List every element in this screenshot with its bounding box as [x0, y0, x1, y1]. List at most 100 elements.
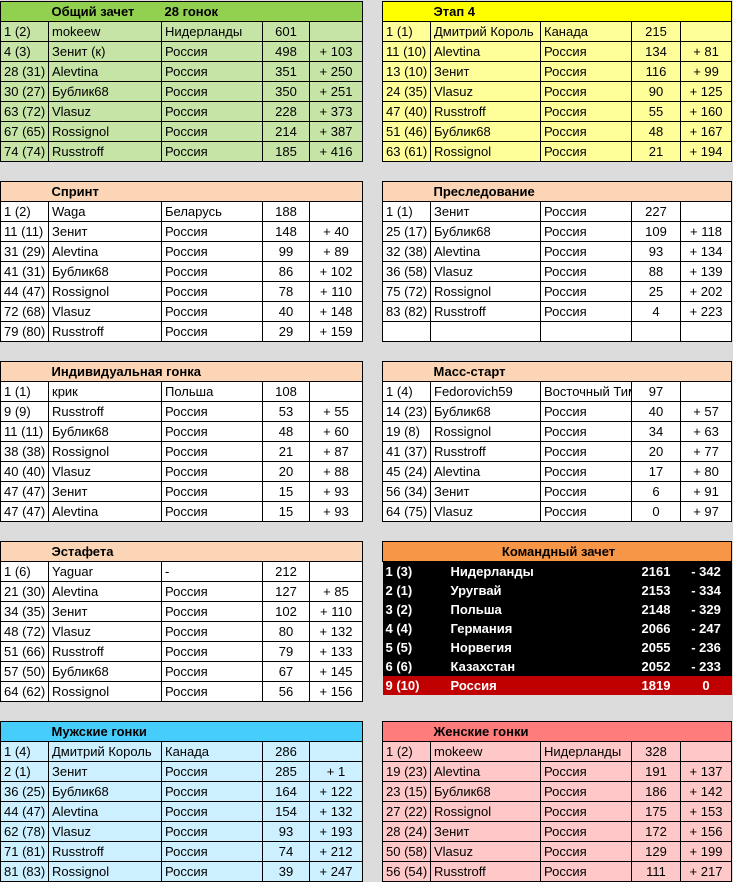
- cell-place: 4 (3): [0, 41, 49, 62]
- cell-points: 74: [262, 841, 310, 862]
- cell-country: [540, 581, 632, 600]
- cell-gap: + 93: [309, 481, 363, 502]
- cell-country: Россия: [161, 421, 263, 442]
- cell-gap: + 55: [309, 401, 363, 422]
- cell-gap: + 89: [308, 241, 364, 262]
- cell-name: Rossignol: [430, 141, 541, 162]
- cell-gap: + 194: [679, 141, 733, 162]
- cell-name: Rossignol: [48, 861, 162, 882]
- cell-country: Россия: [540, 801, 632, 822]
- cell-points: 88: [631, 261, 681, 282]
- cell-gap: + 1: [309, 761, 363, 782]
- cell-gap: + 40: [308, 221, 364, 242]
- cell-country: Россия: [161, 461, 263, 482]
- cell-country: Россия: [161, 301, 263, 322]
- table-men: Мужские гонки 1 (4) Дмитрий Король Канада 28…: [0, 721, 363, 882]
- table-row: [382, 321, 733, 342]
- cell-points: 21: [262, 441, 310, 462]
- table-row: 34 (35) Зенит Россия 102 + 110: [0, 601, 363, 622]
- cell-country: Россия: [540, 121, 632, 142]
- table-row: 75 (72) Rossignol Россия 25 + 202: [382, 281, 733, 302]
- cell-place: 23 (15): [382, 781, 431, 802]
- cell-name: Rossignol: [430, 281, 541, 302]
- header-spacer: [382, 721, 431, 742]
- cell-place: 27 (22): [382, 801, 431, 822]
- cell-place: 21 (30): [0, 581, 49, 602]
- cell-name: Vlasuz: [48, 461, 162, 482]
- cell-name: Vlasuz: [430, 81, 541, 102]
- table-row: 31 (29) Alevtina Россия 99 + 89: [0, 241, 364, 262]
- table-subtitle: 28 гонок: [161, 1, 263, 22]
- cell-name: Russtroff: [48, 401, 162, 422]
- cell-place: 4 (4): [382, 619, 431, 638]
- cell-place: 51 (46): [382, 121, 431, 142]
- cell-gap: + 416: [309, 141, 363, 162]
- cell-country: Россия: [161, 781, 263, 802]
- cell-gap: + 133: [309, 641, 363, 662]
- cell-gap: - 247: [680, 619, 732, 638]
- cell-gap: + 125: [679, 81, 733, 102]
- header-spacer: [0, 541, 49, 562]
- table-row: 23 (15) Бублик68 Россия 186 + 142: [382, 781, 732, 802]
- cell-gap: + 87: [309, 441, 363, 462]
- cell-name: Зенит: [430, 201, 541, 222]
- cell-place: 36 (25): [0, 781, 49, 802]
- cell-points: 40: [631, 401, 681, 422]
- cell-points: 175: [631, 801, 681, 822]
- cell-country: Россия: [540, 821, 632, 842]
- cell-place: 1 (2): [0, 21, 49, 42]
- cell-points: 102: [262, 601, 310, 622]
- cell-points: 90: [631, 81, 681, 102]
- table-row: 25 (17) Бублик68 Россия 109 + 118: [382, 221, 733, 242]
- table-row: 3 (2) Польша 2148- 329: [382, 600, 732, 619]
- table-row: 1 (1) Дмитрий Король Канада 215: [382, 21, 733, 42]
- cell-name: Alevtina: [430, 241, 541, 262]
- cell-name: Alevtina: [430, 41, 541, 62]
- cell-place: 1 (1): [0, 381, 49, 402]
- cell-name: Russtroff: [48, 841, 162, 862]
- cell-country: [540, 321, 632, 342]
- cell-points: 53: [262, 401, 310, 422]
- cell-gap: + 91: [679, 481, 733, 502]
- cell-country: Россия: [161, 81, 263, 102]
- cell-points: 17: [631, 461, 681, 482]
- table-row: 1 (1) Зенит Россия 227: [382, 201, 733, 222]
- cell-gap: + 167: [679, 121, 733, 142]
- cell-gap: + 153: [680, 801, 732, 822]
- cell-country: Россия: [161, 501, 263, 522]
- cell-place: 48 (72): [0, 621, 49, 642]
- cell-points: 172: [631, 821, 681, 842]
- cell-name: Уругвай: [430, 581, 541, 600]
- cell-place: 11 (11): [0, 421, 49, 442]
- cell-gap: [679, 381, 733, 402]
- cell-country: [540, 676, 632, 695]
- cell-country: Беларусь: [161, 201, 263, 222]
- cell-place: 13 (10): [382, 61, 431, 82]
- cell-name: Russtroff: [48, 141, 162, 162]
- header-spacer: [382, 1, 431, 22]
- table-title: Спринт: [48, 181, 364, 202]
- cell-country: [540, 600, 632, 619]
- table-row: 1 (4) Дмитрий Король Канада 286: [0, 741, 363, 762]
- cell-name: Vlasuz: [48, 621, 162, 642]
- cell-place: 28 (24): [382, 821, 431, 842]
- cell-place: 47 (40): [382, 101, 431, 122]
- cell-points: 351: [262, 61, 310, 82]
- cell-country: Россия: [540, 41, 632, 62]
- cell-name: Бублик68: [48, 261, 162, 282]
- cell-place: 14 (23): [382, 401, 431, 422]
- cell-place: 75 (72): [382, 281, 431, 302]
- table-row: 51 (66) Russtroff Россия 79 + 133: [0, 641, 363, 662]
- cell-place: 2 (1): [0, 761, 49, 782]
- cell-name: Бублик68: [48, 781, 162, 802]
- cell-place: 11 (10): [382, 41, 431, 62]
- cell-place: 6 (6): [382, 657, 431, 676]
- cell-name: Бублик68: [48, 421, 162, 442]
- table-row: 21 (30) Alevtina Россия 127 + 85: [0, 581, 363, 602]
- table-row: 19 (8) Rossignol Россия 34 + 63: [382, 421, 733, 442]
- cell-points: 108: [262, 381, 310, 402]
- table-row: 41 (31) Бублик68 Россия 86 + 102: [0, 261, 364, 282]
- header-spacer: [0, 181, 49, 202]
